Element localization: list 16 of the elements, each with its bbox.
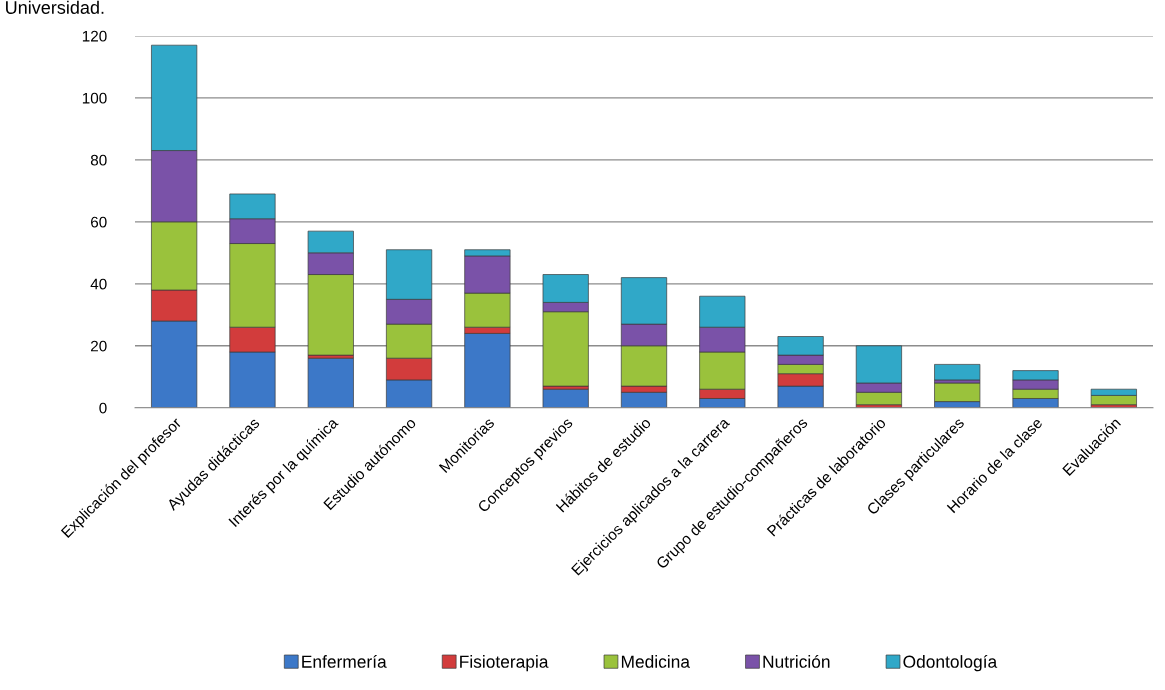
legend-label: Nutrición	[763, 654, 830, 668]
y-tick-label: 80	[90, 154, 107, 166]
y-tick-label: 0	[99, 402, 107, 414]
y-tick-label: 20	[91, 340, 107, 352]
legend-label: Fisioterapia	[460, 655, 549, 672]
text: Universidad.	[6, 0, 104, 14]
y-tick-label: 100	[82, 92, 107, 104]
legend-label: Odontología	[903, 654, 998, 672]
y-tick-label: 120	[82, 30, 107, 42]
y-tick-label: 40	[90, 278, 107, 290]
legend-label: Medicina	[621, 655, 690, 668]
bar	[934, 364, 981, 381]
bar	[307, 357, 354, 408]
y-tick-label: 60	[91, 216, 107, 228]
bar	[542, 388, 589, 408]
legend-label: Enfermería	[302, 654, 387, 668]
